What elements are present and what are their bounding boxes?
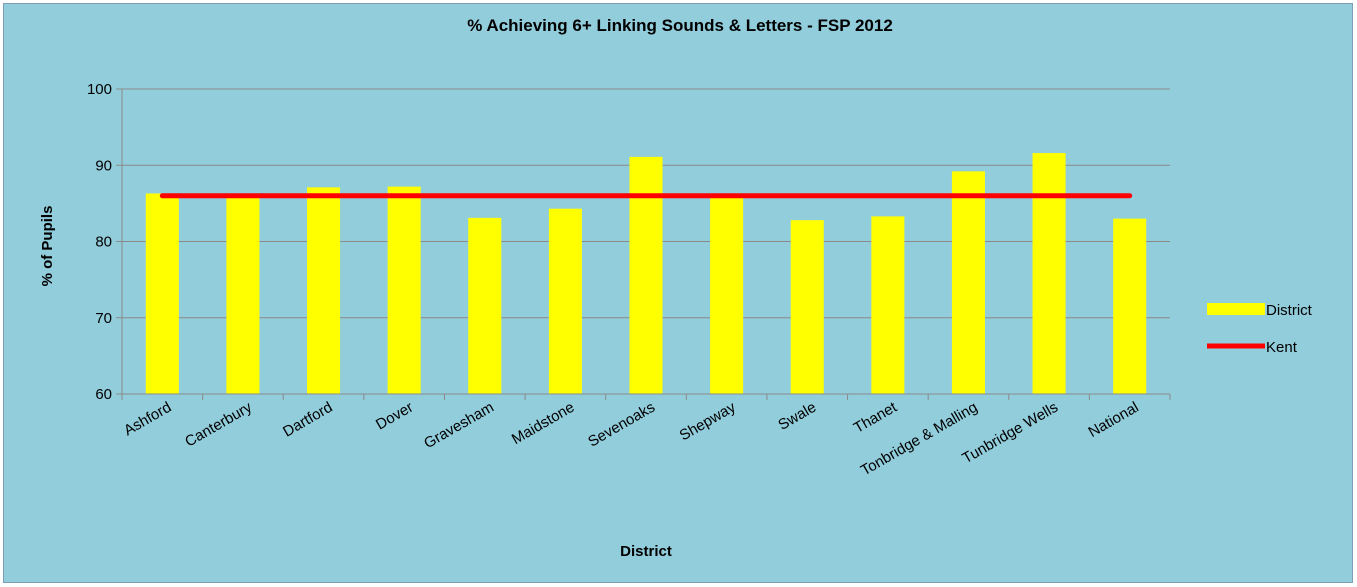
x-tick-label: Thanet xyxy=(851,398,901,436)
x-tick-label: Ashford xyxy=(121,399,174,440)
bar-series-district xyxy=(145,153,1147,394)
x-tick-label: Dover xyxy=(373,399,416,434)
bar-gravesham xyxy=(468,217,502,394)
legend-label-district: District xyxy=(1266,302,1313,319)
chart-area: % Achieving 6+ Linking Sounds & Letters … xyxy=(3,3,1353,583)
legend-label-kent: Kent xyxy=(1266,339,1298,356)
bar-national xyxy=(1113,218,1147,394)
x-tick-label: Maidstone xyxy=(509,399,577,448)
x-tick-label: Dartford xyxy=(280,399,335,441)
y-tick-label: 100 xyxy=(87,81,112,98)
bar-tonbridge-malling xyxy=(951,171,985,394)
y-tick-labels: 60 70 80 90 100 xyxy=(87,81,112,403)
y-tick-label: 80 xyxy=(95,234,112,251)
x-tick-labels: Ashford Canterbury Dartford Dover Gravesham M… xyxy=(121,398,1142,479)
bar-shepway xyxy=(710,196,744,394)
x-tick-label: Gravesham xyxy=(421,399,497,452)
x-tick-label: Swale xyxy=(775,399,819,434)
bar-sevenoaks xyxy=(629,156,663,394)
bar-ashford xyxy=(145,193,179,394)
y-tick-label: 90 xyxy=(95,157,112,174)
bar-maidstone xyxy=(548,208,582,394)
legend: District Kent xyxy=(1207,302,1313,356)
x-tick-label: National xyxy=(1086,399,1142,441)
legend-swatch-district xyxy=(1207,303,1265,315)
bar-swale xyxy=(790,220,824,394)
bar-chart: % Achieving 6+ Linking Sounds & Letters … xyxy=(39,16,1313,560)
x-tick-label: Shepway xyxy=(677,398,739,444)
x-tick-label: Canterbury xyxy=(182,398,255,450)
y-axis-title: % of Pupils xyxy=(39,206,56,287)
chart-title: % Achieving 6+ Linking Sounds & Letters … xyxy=(467,16,893,35)
bar-tunbridge-wells xyxy=(1032,153,1066,394)
y-tick-label: 70 xyxy=(95,310,112,327)
bar-thanet xyxy=(871,216,905,394)
bar-canterbury xyxy=(226,197,260,394)
bar-dartford xyxy=(307,187,341,394)
bar-dover xyxy=(387,186,421,394)
x-tick-label: Sevenoaks xyxy=(585,399,658,451)
y-tick-label: 60 xyxy=(95,386,112,403)
x-axis-title: District xyxy=(620,543,672,560)
axes xyxy=(116,88,1171,400)
